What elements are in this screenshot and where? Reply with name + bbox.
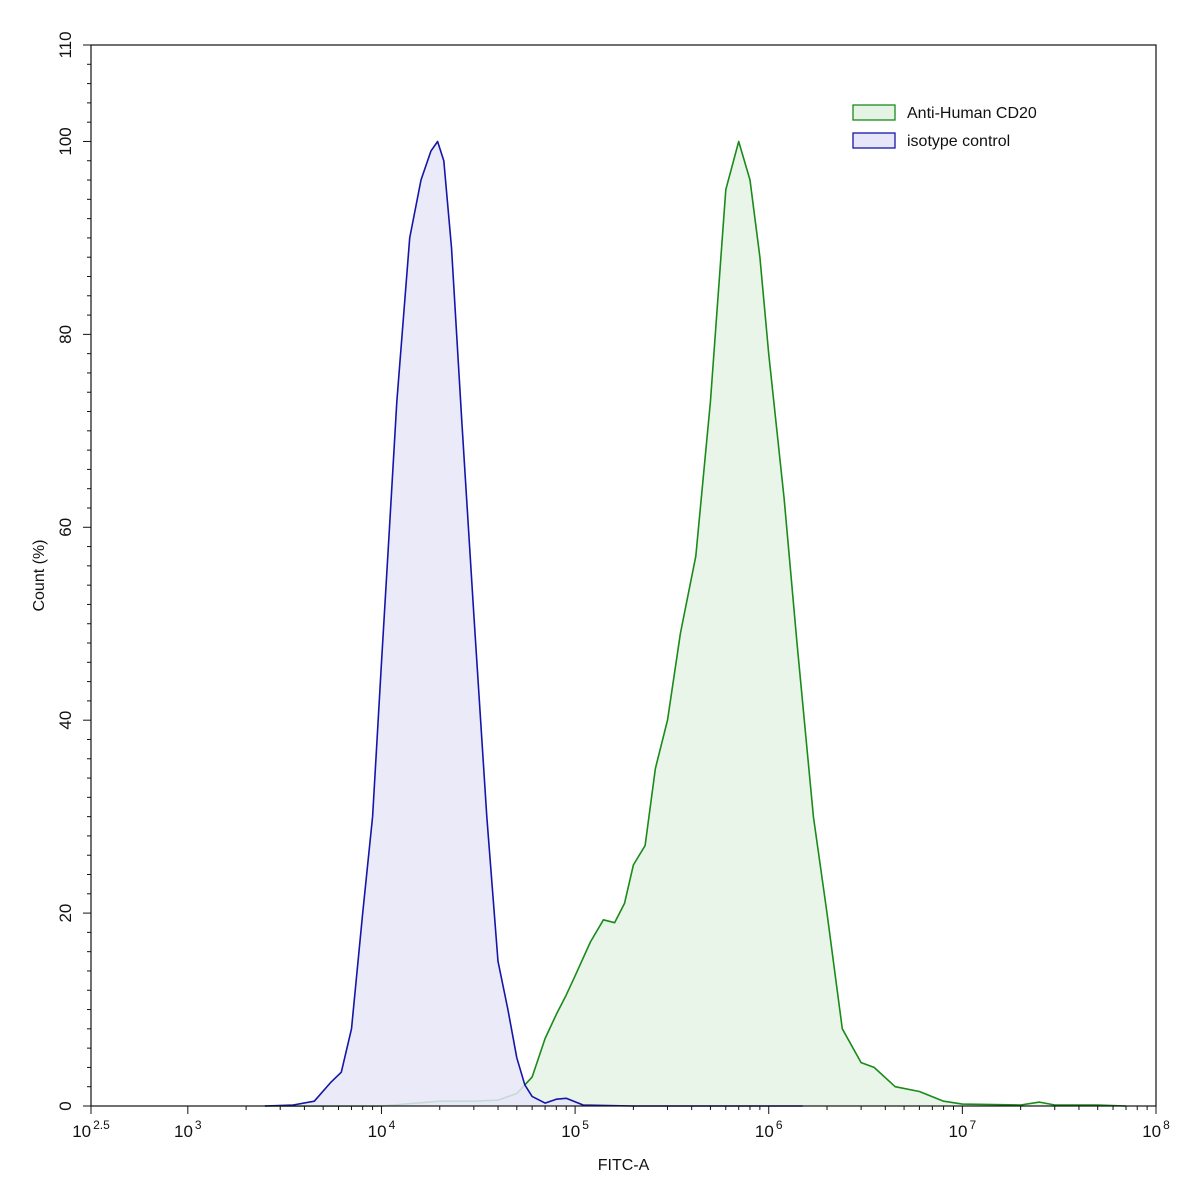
plot-frame xyxy=(90,44,1157,1107)
legend-swatch-isotype-control xyxy=(852,132,896,149)
x-axis-title: FITC-A xyxy=(598,1157,650,1174)
y-tick-label: 80 xyxy=(56,325,75,344)
y-axis: 0 20 40 60 80 100 110 xyxy=(56,31,91,1111)
legend-label-anti-human-cd20: Anti-Human CD20 xyxy=(907,105,1037,122)
x-tick-label: 10 7 xyxy=(949,1118,977,1141)
y-tick-label: 110 xyxy=(56,31,75,58)
x-axis: 10 2.5 10 3 10 4 10 5 10 6 10 7 10 8 xyxy=(72,1106,1170,1141)
series-line-isotype-control xyxy=(264,140,803,1107)
series-anti-human-cd20 xyxy=(264,140,1127,1107)
series-area-isotype-control xyxy=(264,141,803,1106)
series-area-anti-human-cd20 xyxy=(264,141,1126,1106)
series-line-anti-human-cd20 xyxy=(264,140,1127,1107)
x-tick-label: 10 3 xyxy=(174,1118,202,1141)
y-tick-label: 40 xyxy=(56,711,75,730)
x-tick-label: 10 8 xyxy=(1142,1118,1170,1141)
series-isotype-control xyxy=(264,140,803,1107)
y-tick-label: 20 xyxy=(56,904,75,923)
y-tick-label: 100 xyxy=(56,127,75,155)
legend-label-isotype-control: isotype control xyxy=(907,133,1010,150)
x-tick-label: 10 6 xyxy=(755,1118,783,1141)
series-layer xyxy=(264,140,1127,1107)
y-axis-title: Count (%) xyxy=(31,539,48,611)
legend: Anti-Human CD20 isotype control xyxy=(852,104,1037,150)
y-tick-label: 0 xyxy=(56,1101,75,1110)
legend-swatch-anti-human-cd20 xyxy=(852,104,896,121)
x-tick-label: 10 5 xyxy=(561,1118,589,1141)
x-tick-label: 10 4 xyxy=(368,1118,396,1141)
x-tick-label: 10 2.5 xyxy=(72,1118,110,1141)
y-tick-label: 60 xyxy=(56,518,75,537)
